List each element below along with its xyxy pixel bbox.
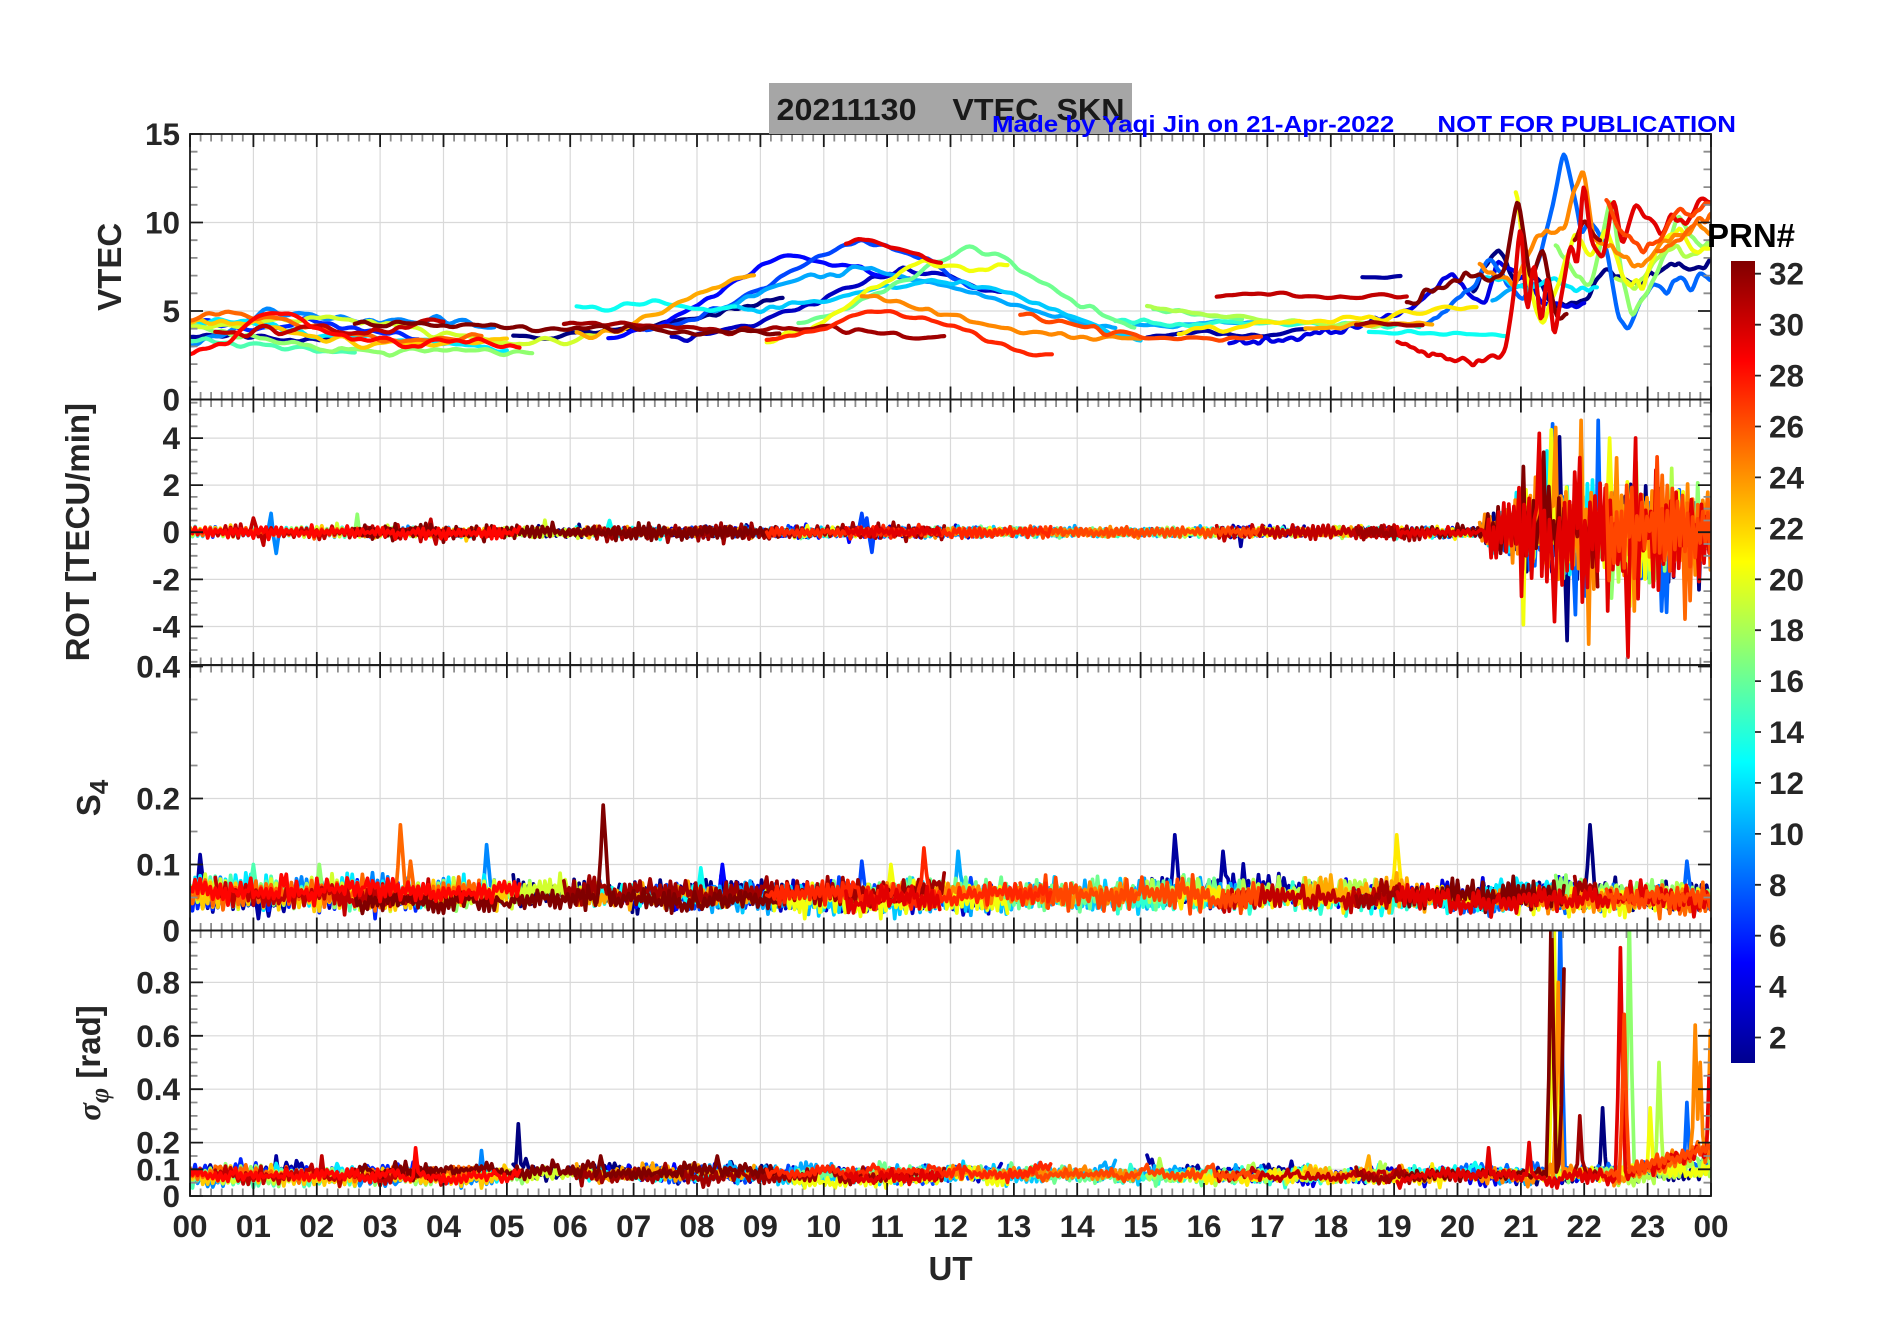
- svg-text:12: 12: [933, 1208, 968, 1244]
- svg-text:00: 00: [172, 1208, 207, 1244]
- svg-text:4: 4: [1769, 969, 1787, 1005]
- svg-text:0.8: 0.8: [136, 964, 180, 1000]
- svg-text:18: 18: [1313, 1208, 1348, 1244]
- svg-text:UT: UT: [929, 1250, 973, 1287]
- svg-text:21: 21: [1503, 1208, 1538, 1244]
- svg-text:01: 01: [236, 1208, 271, 1244]
- svg-text:-4: -4: [152, 609, 180, 645]
- svg-text:22: 22: [1769, 510, 1804, 546]
- svg-text:09: 09: [743, 1208, 778, 1244]
- svg-text:07: 07: [616, 1208, 651, 1244]
- svg-text:5: 5: [162, 293, 180, 329]
- svg-text:20211130 VTEC SKN: 20211130 VTEC SKN: [777, 92, 1125, 127]
- svg-text:σφ [rad]: σφ [rad]: [70, 1005, 114, 1121]
- svg-text:0.1: 0.1: [136, 1151, 180, 1187]
- svg-text:PRN#: PRN#: [1707, 217, 1795, 254]
- svg-text:02: 02: [299, 1208, 334, 1244]
- svg-text:17: 17: [1250, 1208, 1285, 1244]
- svg-text:05: 05: [489, 1208, 524, 1244]
- svg-text:10: 10: [1769, 816, 1804, 852]
- svg-text:4: 4: [162, 420, 180, 456]
- svg-text:2: 2: [162, 467, 180, 503]
- svg-text:16: 16: [1769, 663, 1804, 699]
- svg-text:10: 10: [145, 205, 180, 241]
- svg-text:26: 26: [1769, 409, 1804, 445]
- svg-text:10: 10: [806, 1208, 841, 1244]
- svg-text:0.1: 0.1: [136, 847, 180, 883]
- svg-text:18: 18: [1769, 612, 1804, 648]
- svg-text:32: 32: [1769, 256, 1804, 292]
- svg-text:ROT [TECU/min]: ROT [TECU/min]: [59, 403, 96, 661]
- svg-text:20: 20: [1440, 1208, 1475, 1244]
- svg-text:2: 2: [1769, 1020, 1787, 1056]
- svg-text:11: 11: [870, 1208, 903, 1244]
- svg-text:8: 8: [1769, 867, 1787, 903]
- svg-text:13: 13: [996, 1208, 1031, 1244]
- svg-text:12: 12: [1769, 765, 1804, 801]
- svg-text:6: 6: [1769, 918, 1787, 954]
- svg-text:06: 06: [553, 1208, 588, 1244]
- svg-text:-2: -2: [152, 561, 180, 597]
- svg-text:0.4: 0.4: [136, 1071, 180, 1107]
- svg-text:0: 0: [162, 514, 180, 550]
- svg-text:20: 20: [1769, 561, 1804, 597]
- svg-text:04: 04: [426, 1208, 462, 1244]
- svg-text:14: 14: [1769, 714, 1805, 750]
- svg-text:0.4: 0.4: [136, 649, 180, 685]
- svg-text:0: 0: [162, 1178, 180, 1214]
- svg-text:00: 00: [1693, 1208, 1728, 1244]
- svg-text:0.2: 0.2: [136, 1125, 180, 1161]
- svg-text:16: 16: [1186, 1208, 1221, 1244]
- svg-text:0.2: 0.2: [136, 781, 180, 817]
- svg-text:19: 19: [1377, 1208, 1412, 1244]
- svg-text:24: 24: [1769, 459, 1805, 495]
- svg-text:30: 30: [1769, 307, 1804, 343]
- svg-text:14: 14: [1060, 1208, 1096, 1244]
- svg-text:28: 28: [1769, 358, 1804, 394]
- svg-text:03: 03: [363, 1208, 398, 1244]
- svg-text:15: 15: [1123, 1208, 1158, 1244]
- svg-text:0.6: 0.6: [136, 1018, 180, 1054]
- svg-text:08: 08: [679, 1208, 714, 1244]
- svg-text:15: 15: [145, 116, 180, 152]
- svg-text:0: 0: [162, 913, 180, 949]
- svg-text:Made by Yaqi Jin on 21-Apr-202: Made by Yaqi Jin on 21-Apr-2022 NOT FOR …: [992, 111, 1736, 137]
- svg-text:22: 22: [1567, 1208, 1602, 1244]
- svg-text:VTEC: VTEC: [91, 223, 128, 311]
- svg-text:23: 23: [1630, 1208, 1665, 1244]
- svg-text:0: 0: [162, 382, 180, 418]
